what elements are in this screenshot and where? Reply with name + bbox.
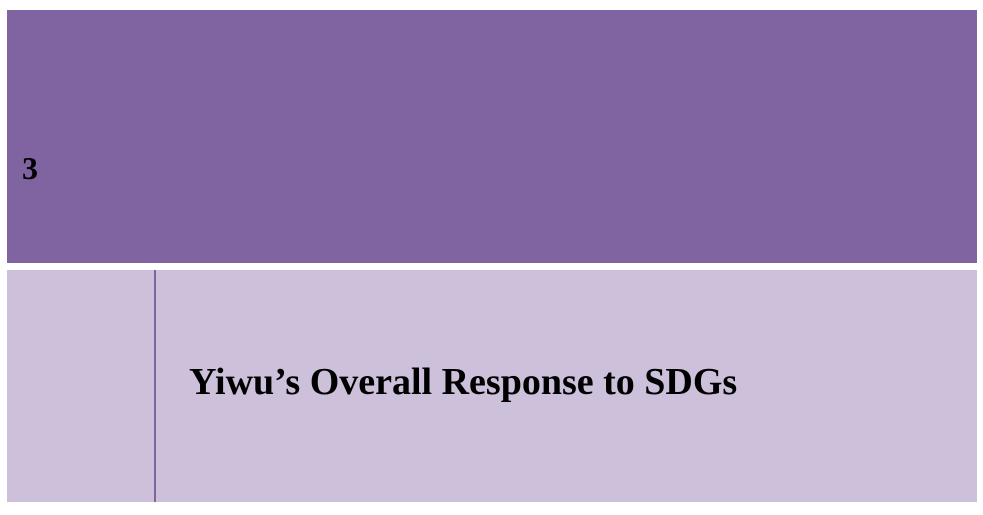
divider	[154, 270, 156, 502]
header-band: 3	[7, 10, 977, 263]
section-number: 3	[22, 150, 38, 186]
title-band: Yiwu’s Overall Response to SDGs	[7, 270, 977, 502]
section-title: Yiwu’s Overall Response to SDGs	[189, 361, 738, 403]
